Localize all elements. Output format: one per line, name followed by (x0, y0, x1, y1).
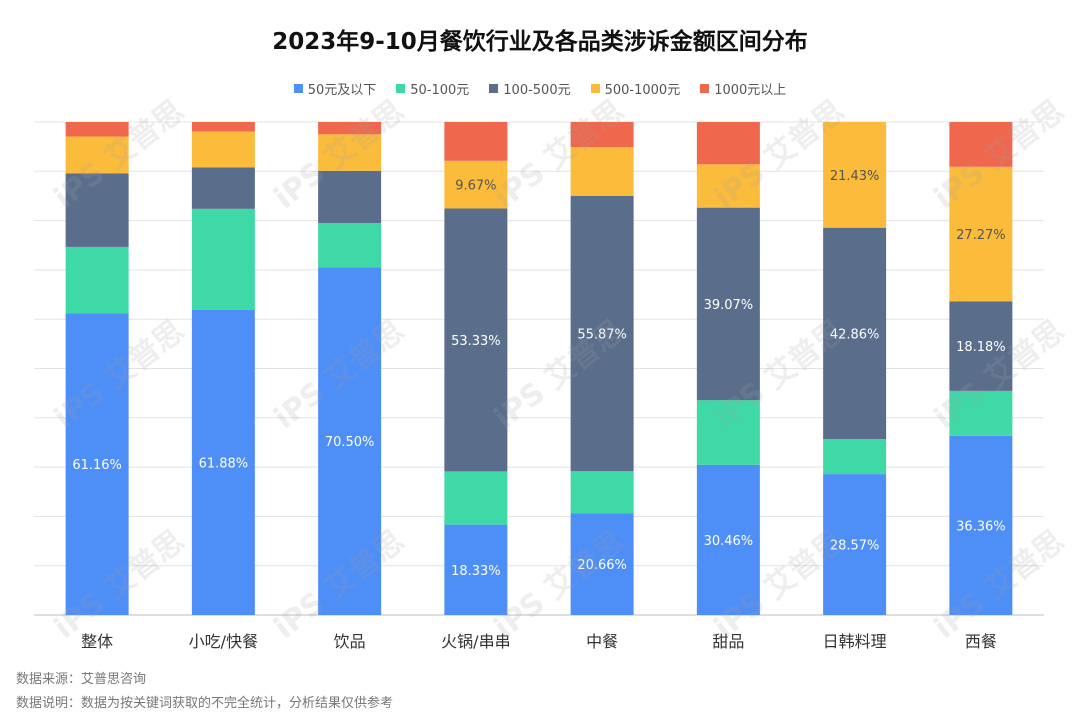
legend-item: 50元及以下 (293, 78, 377, 98)
data-label: 36.36% (956, 519, 1006, 534)
data-source-note: 数据来源：艾普思咨询 (16, 672, 147, 687)
chart-title: 2023年9-10月餐饮行业及各品类涉诉金额区间分布 (272, 29, 808, 55)
legend-label: 50元及以下 (307, 82, 377, 98)
bar-segment (570, 471, 634, 514)
data-label: 55.87% (577, 328, 627, 343)
x-tick-label: 西餐 (965, 632, 997, 651)
legend-label: 1000元以上 (714, 82, 787, 98)
bar-segment (949, 301, 1013, 391)
bar-segment (444, 208, 508, 472)
bar-segment (570, 122, 634, 147)
bar-segment (444, 471, 508, 525)
bar-segment (318, 223, 382, 268)
data-label: 70.50% (325, 435, 375, 450)
legend-item: 1000元以上 (700, 78, 786, 98)
bar-segment (949, 390, 1013, 436)
bar-segment (65, 173, 129, 247)
data-label: 42.86% (830, 327, 880, 342)
bar-segment (570, 146, 634, 196)
data-label: 20.66% (577, 558, 627, 573)
x-tick-label: 整体 (81, 632, 113, 651)
bar-segment (318, 170, 382, 224)
legend-swatch (293, 83, 303, 93)
bar-segment (696, 464, 760, 615)
x-tick-label: 甜品 (712, 632, 744, 651)
bar-segment (191, 167, 255, 209)
bar-segment (823, 439, 887, 475)
legend-swatch (700, 83, 710, 93)
bar-segment (949, 166, 1013, 302)
bar-segment (65, 122, 129, 137)
legend-swatch (590, 83, 600, 93)
bar-segment (191, 122, 255, 132)
bar-segment (823, 122, 887, 228)
bar-segment (191, 208, 255, 310)
bar-segment (318, 134, 382, 171)
data-label: 27.27% (956, 228, 1006, 243)
bar-segment (696, 400, 760, 465)
bar-segment (570, 195, 634, 472)
bar-segment (318, 122, 382, 135)
x-tick-label: 小吃/快餐 (189, 632, 258, 651)
data-label: 61.16% (72, 458, 122, 473)
bar-segment (570, 513, 634, 615)
data-label: 28.57% (830, 539, 880, 554)
bar-segment (696, 207, 760, 401)
data-label: 61.88% (199, 456, 249, 471)
bar-segment (949, 122, 1013, 167)
bar-segment (65, 246, 129, 314)
bar-segment (823, 227, 887, 440)
x-tick-label: 中餐 (586, 632, 618, 651)
data-label: 18.33% (451, 564, 501, 579)
legend-item: 100-500元 (489, 78, 571, 98)
legend-label: 100-500元 (503, 82, 571, 98)
bar-segment (318, 267, 382, 615)
bar-segment (823, 474, 887, 615)
bar-segment (444, 122, 508, 161)
x-tick-label: 火锅/串串 (441, 632, 510, 651)
bar-segment (949, 435, 1013, 615)
data-label: 18.18% (956, 340, 1006, 355)
chart-legend: 50元及以下 50-100元 100-500元 500-1000元 1000元以上 (0, 78, 1080, 98)
data-label: 9.67% (455, 179, 496, 194)
data-label: 21.43% (830, 169, 880, 184)
legend-swatch (489, 83, 499, 93)
x-tick-label: 饮品 (334, 632, 366, 651)
bar-segment (191, 309, 255, 615)
bar-segment (65, 313, 129, 615)
data-label: 53.33% (451, 334, 501, 349)
bar-segment (444, 160, 508, 209)
legend-item: 50-100元 (396, 78, 469, 98)
bar-segment (696, 122, 760, 165)
data-label: 39.07% (704, 298, 754, 313)
x-tick-label: 日韩料理 (823, 632, 887, 651)
legend-label: 500-1000元 (604, 82, 681, 98)
legend-label: 50-100元 (410, 82, 470, 98)
data-description-note: 数据说明：数据为按关键词获取的不完全统计，分析结果仅供参考 (16, 696, 394, 711)
legend-swatch (396, 83, 406, 93)
bar-segment (696, 164, 760, 208)
bar-segment (444, 524, 508, 615)
bar-segment (191, 131, 255, 168)
data-label: 30.46% (704, 534, 754, 549)
bar-segment (65, 136, 129, 174)
legend-item: 500-1000元 (590, 78, 681, 98)
